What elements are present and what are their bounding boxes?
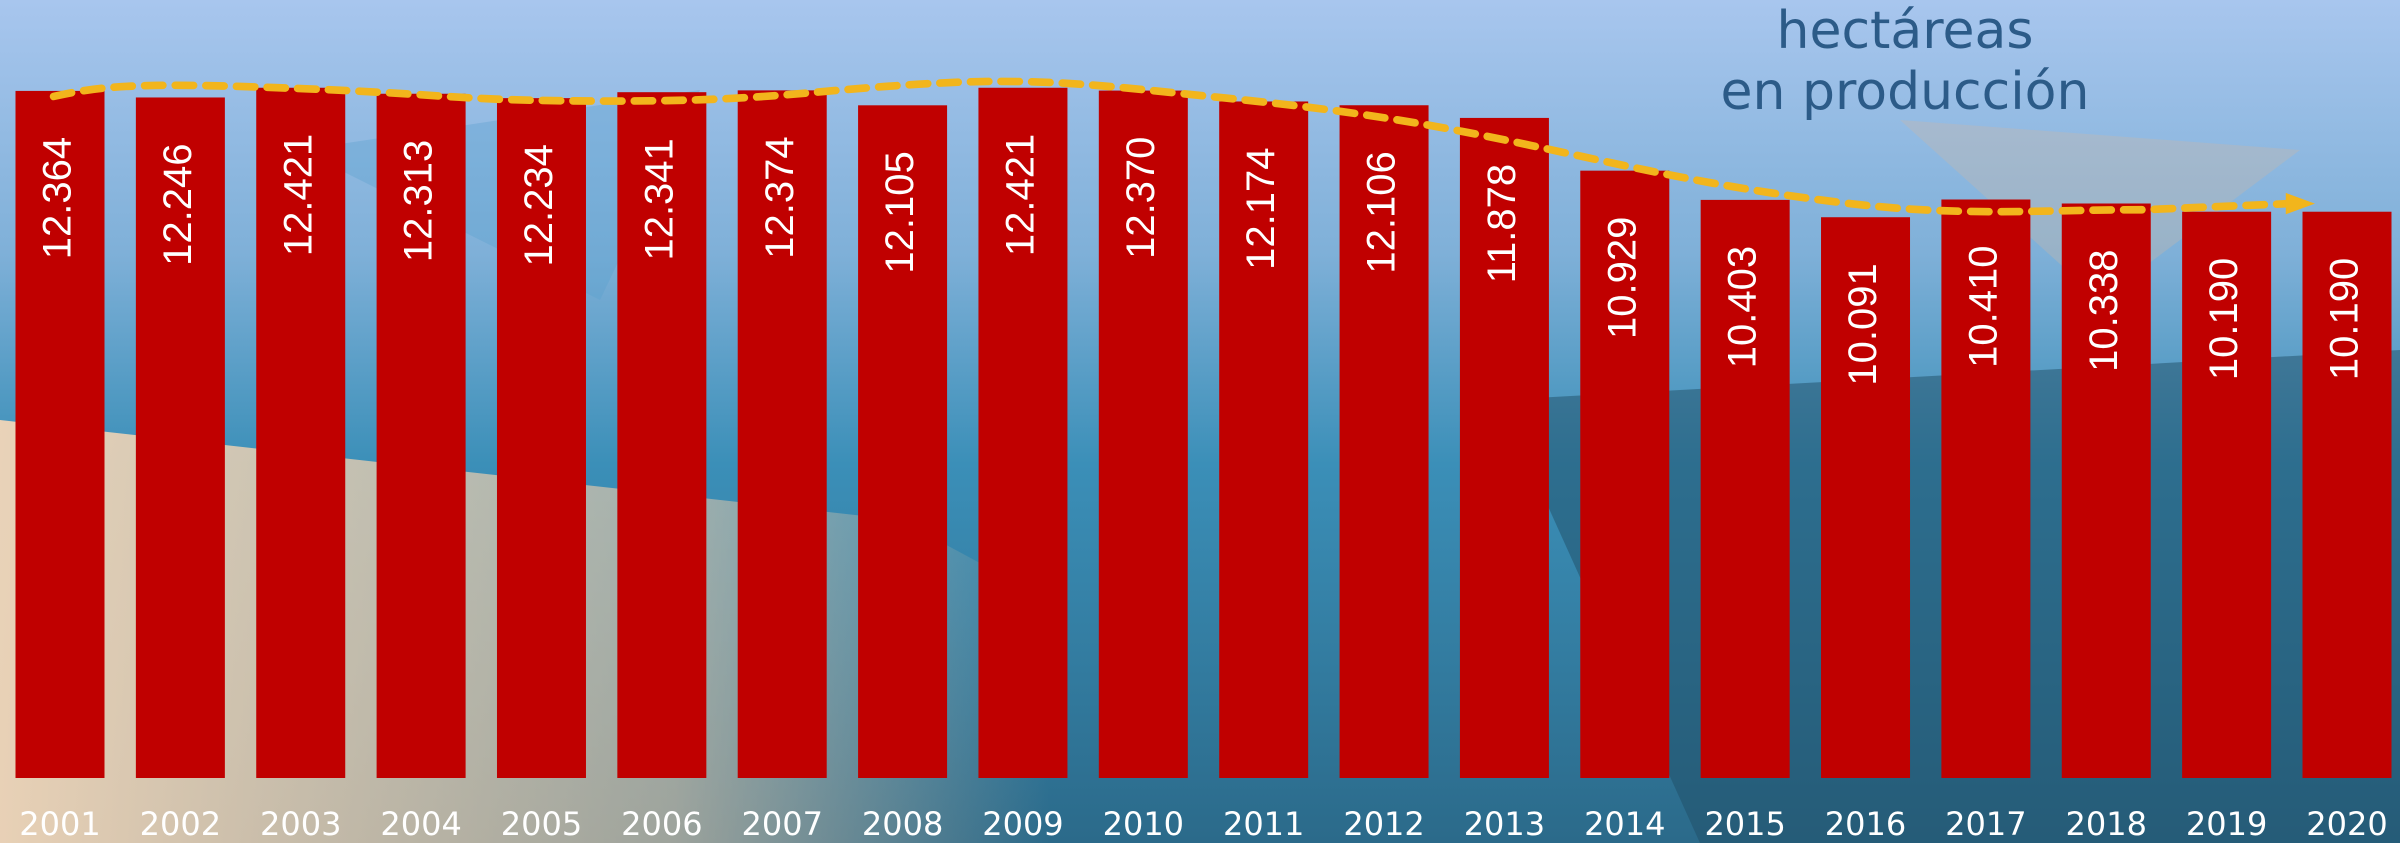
value-label: 12.234 — [517, 144, 561, 266]
trend-arrow — [49, 77, 2315, 216]
value-label: 10.410 — [1961, 246, 2005, 368]
bar — [15, 90, 105, 778]
x-tick-label: 2010 — [1103, 805, 1184, 843]
bar — [1339, 105, 1429, 778]
x-tick-label: 2020 — [2306, 805, 2387, 843]
value-label: 12.341 — [637, 138, 681, 260]
value-label: 12.421 — [999, 134, 1043, 256]
x-tick-label: 2013 — [1464, 805, 1545, 843]
bar — [2302, 211, 2392, 778]
bar — [1098, 90, 1188, 779]
bar — [737, 90, 827, 779]
x-tick-label: 2009 — [982, 805, 1063, 843]
bar — [858, 105, 948, 778]
value-label: 12.105 — [878, 151, 922, 273]
x-tick-label: 2011 — [1223, 805, 1304, 843]
bar — [2182, 211, 2272, 778]
value-label: 12.364 — [36, 137, 80, 259]
bar — [1219, 101, 1309, 778]
bar — [1700, 199, 1790, 778]
bar — [496, 98, 586, 778]
x-tick-label: 2019 — [2186, 805, 2267, 843]
plot-area: 12.364 2001 12.246 2002 12.421 2003 12.313 2004… — [15, 87, 2392, 843]
x-tick-label: 2005 — [501, 805, 582, 843]
bar — [376, 93, 466, 778]
x-tick-label: 2001 — [19, 805, 100, 843]
bar — [1941, 199, 2031, 778]
value-label: 12.246 — [156, 143, 200, 265]
value-label: 10.929 — [1600, 217, 1644, 339]
value-label: 12.370 — [1119, 137, 1163, 259]
x-tick-label: 2008 — [862, 805, 943, 843]
x-tick-label: 2007 — [741, 805, 822, 843]
bar — [978, 87, 1068, 778]
value-label: 12.106 — [1360, 151, 1404, 273]
chart-title: hectáreas — [1777, 1, 2034, 61]
bar — [1580, 170, 1670, 778]
x-tick-label: 2014 — [1584, 805, 1665, 843]
value-label: 10.403 — [1721, 246, 1765, 368]
x-tick-label: 2017 — [1945, 805, 2026, 843]
bar — [1459, 117, 1549, 779]
bar — [2061, 203, 2151, 779]
x-tick-label: 2018 — [2066, 805, 2147, 843]
chart-title: en producción — [1721, 62, 2090, 122]
x-tick-label: 2012 — [1343, 805, 1424, 843]
bar — [1821, 217, 1911, 779]
arrow-head — [2285, 192, 2315, 215]
bar — [256, 87, 346, 778]
x-tick-label: 2003 — [260, 805, 341, 843]
value-label: 10.091 — [1841, 263, 1885, 385]
bar — [617, 92, 707, 779]
value-label: 11.878 — [1480, 164, 1524, 283]
x-tick-label: 2006 — [621, 805, 702, 843]
value-label: 12.313 — [397, 140, 441, 262]
x-tick-label: 2004 — [380, 805, 461, 843]
value-label: 12.374 — [758, 136, 802, 258]
bar — [135, 97, 225, 778]
x-tick-label: 2002 — [140, 805, 221, 843]
value-label: 10.190 — [2202, 258, 2246, 380]
value-label: 12.421 — [276, 134, 320, 256]
trend-line — [49, 77, 2293, 216]
x-tick-label: 2016 — [1825, 805, 1906, 843]
value-label: 12.174 — [1239, 147, 1283, 269]
x-tick-label: 2015 — [1704, 805, 1785, 843]
value-label: 10.190 — [2323, 258, 2367, 380]
value-label: 10.338 — [2082, 250, 2126, 372]
